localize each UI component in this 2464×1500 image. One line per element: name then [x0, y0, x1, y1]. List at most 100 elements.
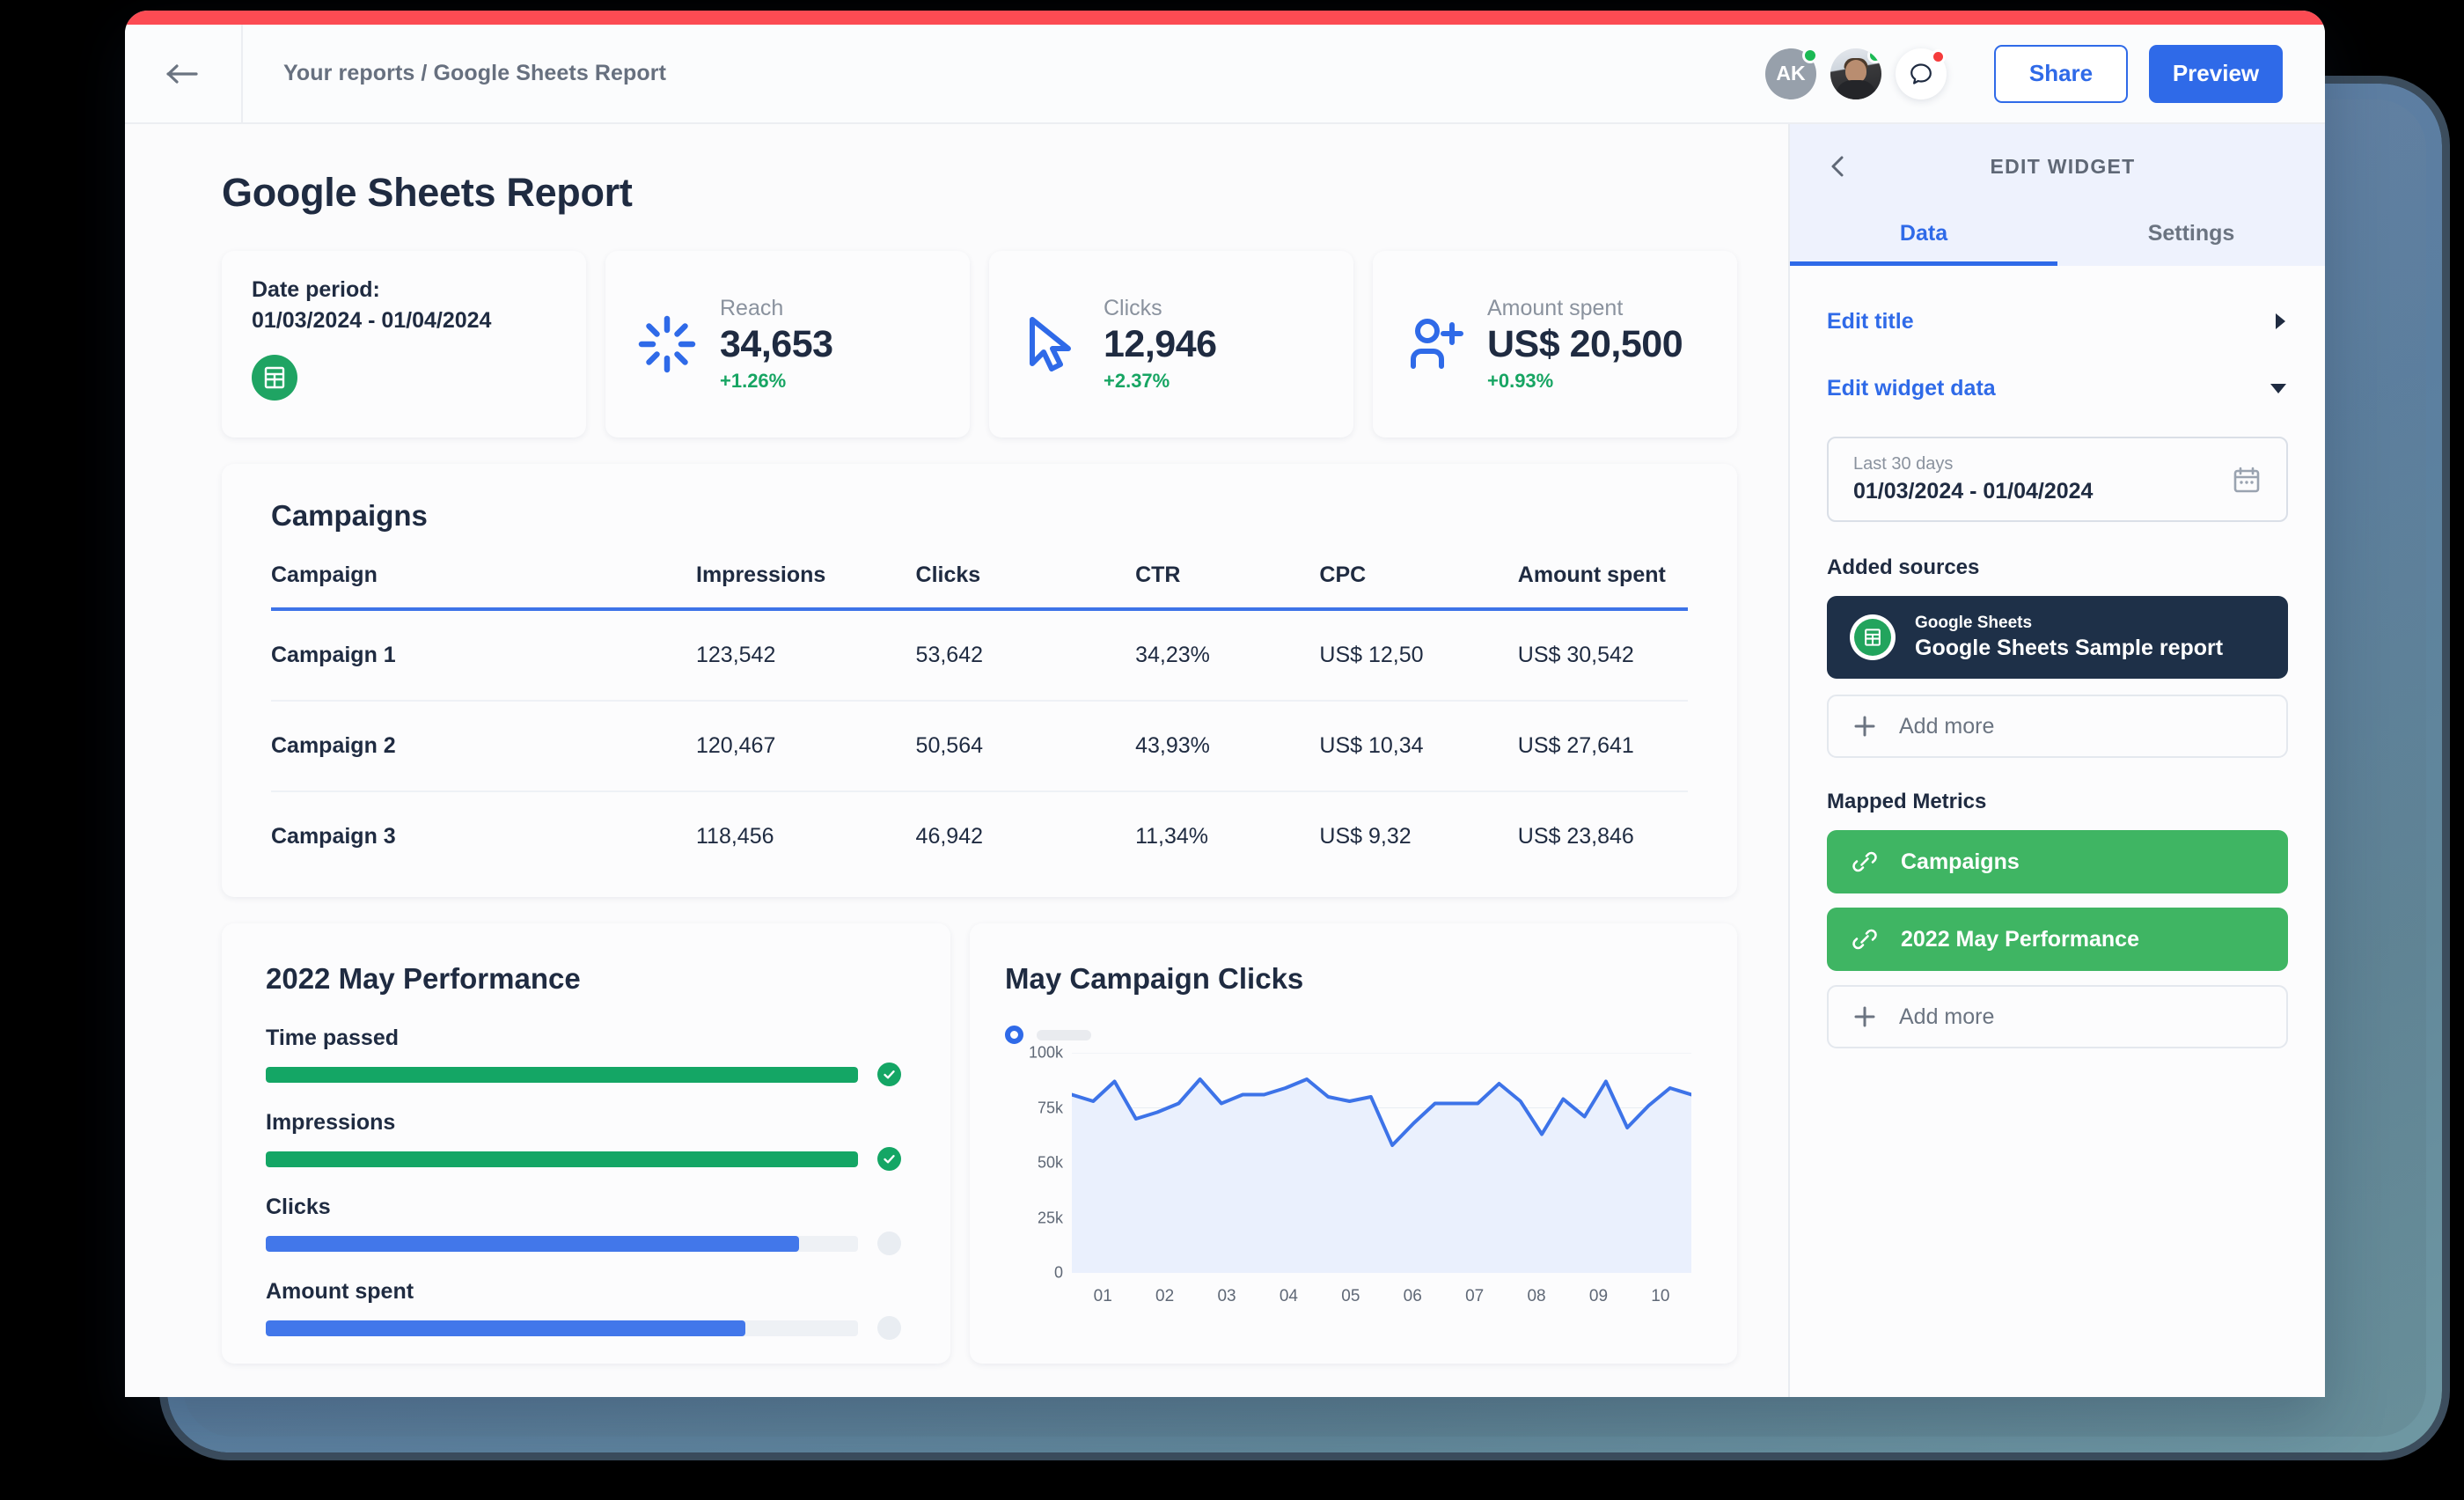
- table-row: Campaign 1 123,542 53,642 34,23% US$ 12,50 US…: [271, 609, 1688, 702]
- progress-track: [266, 1066, 858, 1083]
- source-chip-google-sheets[interactable]: Google Sheets Google Sheets Sample repor…: [1827, 596, 2288, 679]
- performance-bar-row: [266, 1316, 901, 1340]
- performance-item: Impressions: [266, 1110, 901, 1171]
- plus-icon: [1854, 1006, 1875, 1027]
- campaigns-widget: Campaigns Campaign Impressions Clicks CTR CP…: [222, 464, 1737, 897]
- plus-icon: [1854, 716, 1875, 737]
- kpi-label: Clicks: [1104, 295, 1162, 320]
- preview-button[interactable]: Preview: [2149, 44, 2283, 103]
- panel-header: EDIT WIDGET Data Settings: [1790, 124, 2325, 266]
- table-row: Campaign 3 118,456 46,942 11,34% US$ 9,32 US$…: [271, 791, 1688, 858]
- progress-track: [266, 1151, 858, 1167]
- performance-list: Time passed Impressions Clicks Amount spent: [266, 1026, 901, 1340]
- kpi-delta: +0.93%: [1487, 370, 1554, 393]
- table-header-row: Campaign Impressions Clicks CTR CPC Amount sp…: [271, 562, 1688, 611]
- body: Google Sheets Report Date period: 01/03/…: [125, 124, 2325, 1397]
- avatar-initials: AK: [1776, 62, 1806, 85]
- accent-strip: [125, 11, 2325, 25]
- date-period-card[interactable]: Date period: 01/03/2024 - 01/04/2024: [222, 251, 586, 438]
- app-window: Your reports / Google Sheets Report AK: [125, 11, 2325, 1397]
- table-cell: US$ 12,50: [1319, 609, 1518, 702]
- y-axis-tick-label: 100k: [1028, 1043, 1063, 1062]
- legend-marker-icon: [1005, 1026, 1023, 1044]
- pending-dot-icon: [877, 1316, 901, 1340]
- chat-bubble-icon: [1910, 62, 1932, 85]
- table-row: Campaign 2 120,467 50,564 43,93% US$ 10,34 US…: [271, 701, 1688, 792]
- add-more-metrics-button[interactable]: Add more: [1827, 985, 2288, 1048]
- panel-body: Edit title Edit widget data Last: [1790, 266, 2325, 1080]
- table-cell: 50,564: [915, 701, 1136, 792]
- kpi-card-clicks[interactable]: Clicks 12,946 +2.37%: [989, 251, 1353, 438]
- source-type: Google Sheets: [1915, 614, 2033, 632]
- add-more-metrics-label: Add more: [1899, 1004, 1995, 1029]
- metric-label: Campaigns: [1901, 849, 2020, 874]
- legend-label-placeholder: [1037, 1029, 1091, 1040]
- pending-dot-icon: [877, 1232, 901, 1255]
- date-range-picker[interactable]: Last 30 days 01/03/2024 - 01/04/2024: [1827, 437, 2288, 522]
- breadcrumb[interactable]: Your reports / Google Sheets Report: [283, 61, 667, 85]
- edit-widget-data-row[interactable]: Edit widget data: [1827, 370, 2288, 407]
- chart-canvas: [1072, 1053, 1691, 1273]
- table-cell: US$ 30,542: [1517, 609, 1688, 702]
- x-axis-tick-label: 02: [1155, 1287, 1175, 1305]
- progress-fill: [266, 1235, 799, 1252]
- avatar[interactable]: AK: [1765, 47, 1818, 99]
- add-more-sources-button[interactable]: Add more: [1827, 695, 2288, 758]
- x-axis-tick-label: 08: [1527, 1287, 1546, 1305]
- bottom-widgets: 2022 May Performance Time passed Impressi…: [222, 923, 1737, 1364]
- metric-chip-campaigns[interactable]: Campaigns: [1827, 830, 2288, 893]
- avatar[interactable]: [1830, 48, 1881, 99]
- tab-settings[interactable]: Settings: [2147, 221, 2235, 246]
- presence-online-dot: [1867, 48, 1881, 63]
- chart-plot-area: 0 25k 50k 75k 100k 01 02 03 04 05 06 07 08 09 10: [1005, 1044, 1695, 1317]
- x-axis-tick-label: 10: [1651, 1287, 1670, 1305]
- check-circle-icon: [877, 1147, 901, 1171]
- performance-item: Amount spent: [266, 1279, 901, 1340]
- link-icon: [1852, 929, 1877, 950]
- performance-item-label: Time passed: [266, 1026, 400, 1050]
- google-sheets-icon: [252, 355, 297, 401]
- edit-title-row[interactable]: Edit title: [1827, 303, 2288, 340]
- edit-widget-data-label: Edit widget data: [1827, 375, 1996, 401]
- chat-button[interactable]: [1896, 48, 1947, 99]
- x-axis-tick-label: 01: [1093, 1287, 1112, 1305]
- table-cell: US$ 10,34: [1319, 701, 1518, 792]
- kpi-label: Amount spent: [1487, 295, 1624, 320]
- mapped-metrics-label: Mapped Metrics: [1827, 790, 1987, 813]
- share-button[interactable]: Share: [1994, 44, 2128, 103]
- table-column-header: Amount spent: [1517, 562, 1688, 611]
- progress-fill: [266, 1151, 858, 1167]
- topbar-actions: AK Share Preview: [1765, 44, 2325, 103]
- table-cell: 120,467: [696, 701, 916, 792]
- table-cell: Campaign 2: [271, 701, 696, 792]
- tab-data[interactable]: Data: [1790, 221, 2057, 266]
- table-cell: US$ 23,846: [1517, 824, 1634, 849]
- table-cell: US$ 9,32: [1319, 824, 1412, 849]
- presence-online-dot: [1802, 47, 1818, 63]
- chart-legend[interactable]: [1005, 1026, 1695, 1044]
- date-period-value: 01/03/2024 - 01/04/2024: [252, 308, 492, 333]
- table-cell: 11,34%: [1135, 824, 1209, 849]
- performance-bar-row: [266, 1062, 901, 1086]
- progress-fill: [266, 1066, 858, 1083]
- spreadsheet-glyph: [1865, 629, 1881, 646]
- x-axis-tick-label: 05: [1341, 1287, 1360, 1305]
- performance-bar-row: [266, 1147, 901, 1171]
- avatar-photo-body: [1836, 79, 1876, 99]
- y-axis-tick-label: 25k: [1037, 1209, 1063, 1226]
- metric-chip-may-performance[interactable]: 2022 May Performance: [1827, 908, 2288, 971]
- edit-title-label: Edit title: [1827, 308, 1914, 334]
- table-cell: Campaign 3: [271, 824, 396, 849]
- back-button[interactable]: [125, 25, 243, 122]
- kpi-card-reach[interactable]: Reach 34,653 +1.26%: [605, 251, 970, 438]
- performance-title: 2022 May Performance: [266, 962, 581, 995]
- table-column-header: Campaign: [271, 562, 696, 611]
- table-column-header: CTR: [1135, 562, 1320, 611]
- table-cell: 43,93%: [1135, 701, 1320, 792]
- kpi-card-amount-spent[interactable]: Amount spent US$ 20,500 +0.93%: [1373, 251, 1737, 438]
- chevron-left-icon[interactable]: [1827, 155, 1850, 178]
- edit-widget-panel: EDIT WIDGET Data Settings Edit title: [1788, 124, 2325, 1397]
- avatar-photo-head: [1845, 60, 1866, 84]
- chart-line-series: [1072, 1079, 1691, 1145]
